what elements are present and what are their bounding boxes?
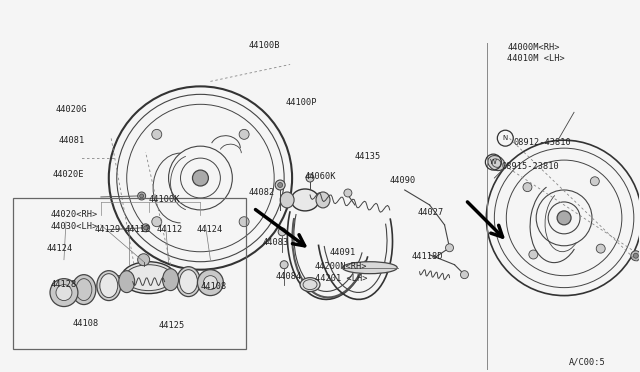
Text: 44020G: 44020G — [56, 105, 88, 114]
Text: 44030<LH>: 44030<LH> — [51, 222, 99, 231]
Circle shape — [204, 276, 218, 290]
Text: 44084: 44084 — [275, 272, 301, 281]
Ellipse shape — [125, 265, 173, 291]
Circle shape — [557, 211, 571, 225]
Text: 44100P: 44100P — [285, 98, 317, 108]
Circle shape — [278, 183, 283, 187]
Ellipse shape — [97, 271, 121, 301]
Circle shape — [129, 273, 132, 277]
Ellipse shape — [300, 278, 320, 292]
Circle shape — [590, 177, 599, 186]
Circle shape — [138, 192, 146, 200]
Circle shape — [143, 226, 148, 230]
Text: 08915-23810: 08915-23810 — [501, 162, 559, 171]
Text: 44118D: 44118D — [412, 252, 443, 261]
Circle shape — [50, 279, 78, 307]
Text: 44129: 44129 — [95, 225, 121, 234]
Text: W: W — [490, 159, 497, 165]
Text: 44108: 44108 — [200, 282, 227, 291]
Text: 44010M <LH>: 44010M <LH> — [508, 54, 565, 64]
Circle shape — [306, 174, 314, 182]
Text: N: N — [502, 135, 508, 141]
Circle shape — [460, 271, 468, 279]
Text: 44020<RH>: 44020<RH> — [51, 210, 99, 219]
Ellipse shape — [100, 274, 118, 298]
Text: 44112: 44112 — [125, 225, 151, 234]
Text: 44081: 44081 — [59, 136, 85, 145]
Circle shape — [523, 183, 532, 192]
Circle shape — [198, 270, 223, 296]
Circle shape — [280, 261, 288, 269]
Text: 44125: 44125 — [159, 321, 185, 330]
Ellipse shape — [488, 155, 505, 171]
Text: 44100K: 44100K — [148, 195, 180, 204]
Circle shape — [634, 253, 638, 258]
Text: 08912-43810: 08912-43810 — [513, 138, 571, 147]
Text: 44112: 44112 — [157, 225, 183, 234]
Text: 44201 <LH>: 44201 <LH> — [315, 274, 367, 283]
Text: 44128: 44128 — [51, 280, 77, 289]
Ellipse shape — [316, 192, 330, 208]
Text: 44124: 44124 — [196, 225, 223, 234]
Circle shape — [445, 244, 454, 252]
Circle shape — [138, 254, 150, 266]
Text: 44000M<RH>: 44000M<RH> — [508, 42, 560, 52]
Text: 44100B: 44100B — [248, 41, 280, 49]
Circle shape — [193, 170, 209, 186]
Circle shape — [152, 129, 162, 140]
Text: 44027: 44027 — [418, 208, 444, 217]
Ellipse shape — [280, 192, 294, 208]
Text: 44082: 44082 — [248, 188, 275, 197]
Ellipse shape — [72, 275, 96, 305]
Ellipse shape — [121, 262, 176, 294]
Circle shape — [239, 129, 249, 140]
Text: 44108: 44108 — [73, 320, 99, 328]
Text: 44090: 44090 — [390, 176, 416, 185]
Circle shape — [127, 271, 134, 279]
Ellipse shape — [180, 270, 198, 294]
Text: 44020E: 44020E — [53, 170, 84, 179]
Text: 44124: 44124 — [47, 244, 73, 253]
Circle shape — [596, 244, 605, 253]
Circle shape — [631, 251, 640, 261]
Ellipse shape — [163, 269, 179, 291]
Circle shape — [141, 224, 150, 232]
Ellipse shape — [177, 267, 200, 296]
Circle shape — [152, 217, 162, 227]
Circle shape — [275, 180, 285, 190]
Circle shape — [344, 189, 352, 197]
Text: 44091: 44091 — [330, 248, 356, 257]
Circle shape — [529, 250, 538, 259]
Text: 44083: 44083 — [262, 238, 289, 247]
Circle shape — [239, 217, 249, 227]
Circle shape — [56, 285, 72, 301]
Text: 44200N<RH>: 44200N<RH> — [315, 262, 367, 271]
Ellipse shape — [291, 189, 319, 211]
Text: A/C00:5: A/C00:5 — [569, 357, 606, 366]
Ellipse shape — [119, 271, 134, 293]
Text: 44135: 44135 — [355, 152, 381, 161]
Ellipse shape — [342, 262, 397, 274]
Text: 44060K: 44060K — [305, 172, 337, 181]
Circle shape — [278, 228, 286, 236]
Circle shape — [140, 194, 143, 198]
